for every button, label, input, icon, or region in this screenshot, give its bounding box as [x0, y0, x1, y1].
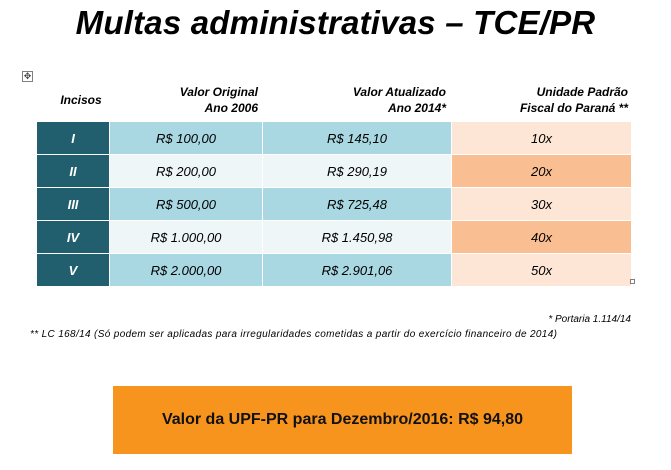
inciso-cell: II [36, 154, 110, 188]
header-incisos: Incisos [60, 93, 102, 107]
header-valor-original-line2: Ano 2006 [204, 101, 258, 115]
upf-value-banner: Valor da UPF-PR para Dezembro/2016: R$ 9… [113, 386, 572, 454]
table-row: I R$ 100,00 R$ 145,10 10x [36, 121, 632, 155]
valor-original-cell: R$ 1.000,00 [109, 220, 263, 254]
upf-cell: 20x [451, 154, 632, 188]
header-upf-line2: Fiscal do Paraná ** [519, 101, 628, 115]
upf-value-text: Valor da UPF-PR para Dezembro/2016: R$ 9… [161, 411, 524, 428]
upf-cell: 30x [451, 187, 632, 221]
header-valor-original-line1: Valor Original [179, 85, 258, 99]
inciso-cell: III [36, 187, 110, 221]
table-row: II R$ 200,00 R$ 290,19 20x [36, 154, 632, 188]
header-upf-line1: Unidade Padrão [536, 85, 628, 99]
header-upf: Unidade Padrão Fiscal do Paraná ** [452, 84, 628, 116]
header-valor-atualizado-line1: Valor Atualizado [352, 85, 446, 99]
footnote-lc: ** LC 168/14 (Só podem ser aplicadas par… [30, 329, 558, 340]
valor-original-cell: R$ 500,00 [109, 187, 263, 221]
valor-original-cell: R$ 200,00 [109, 154, 263, 188]
table-row: V R$ 2.000,00 R$ 2.901,06 50x [36, 253, 632, 287]
inciso-cell: IV [36, 220, 110, 254]
footnote-portaria: * Portaria 1.114/14 [548, 314, 631, 325]
valor-atualizado-cell: R$ 145,10 [262, 121, 452, 155]
table-resize-handle[interactable] [630, 279, 635, 284]
upf-cell: 40x [451, 220, 632, 254]
valor-original-cell: R$ 100,00 [109, 121, 263, 155]
valor-atualizado-cell: R$ 725,48 [262, 187, 452, 221]
valor-original-cell: R$ 2.000,00 [109, 253, 263, 287]
valor-atualizado-cell: R$ 2.901,06 [262, 253, 452, 287]
header-valor-original: Valor Original Ano 2006 [110, 84, 258, 116]
fines-table: I R$ 100,00 R$ 145,10 10x II R$ 200,00 R… [36, 121, 632, 287]
inciso-cell: I [36, 121, 110, 155]
header-valor-atualizado-line2: Ano 2014* [387, 101, 446, 115]
table-move-handle-icon[interactable]: ✥ [22, 71, 33, 82]
table-row: IV R$ 1.000,00 R$ 1.450,98 40x [36, 220, 632, 254]
page-title: Multas administrativas – TCE/PR [75, 4, 596, 41]
valor-atualizado-cell: R$ 290,19 [262, 154, 452, 188]
header-valor-atualizado: Valor Atualizado Ano 2014* [262, 84, 446, 116]
inciso-cell: V [36, 253, 110, 287]
table-row: III R$ 500,00 R$ 725,48 30x [36, 187, 632, 221]
upf-cell: 50x [451, 253, 632, 287]
valor-atualizado-cell: R$ 1.450,98 [262, 220, 452, 254]
upf-cell: 10x [451, 121, 632, 155]
